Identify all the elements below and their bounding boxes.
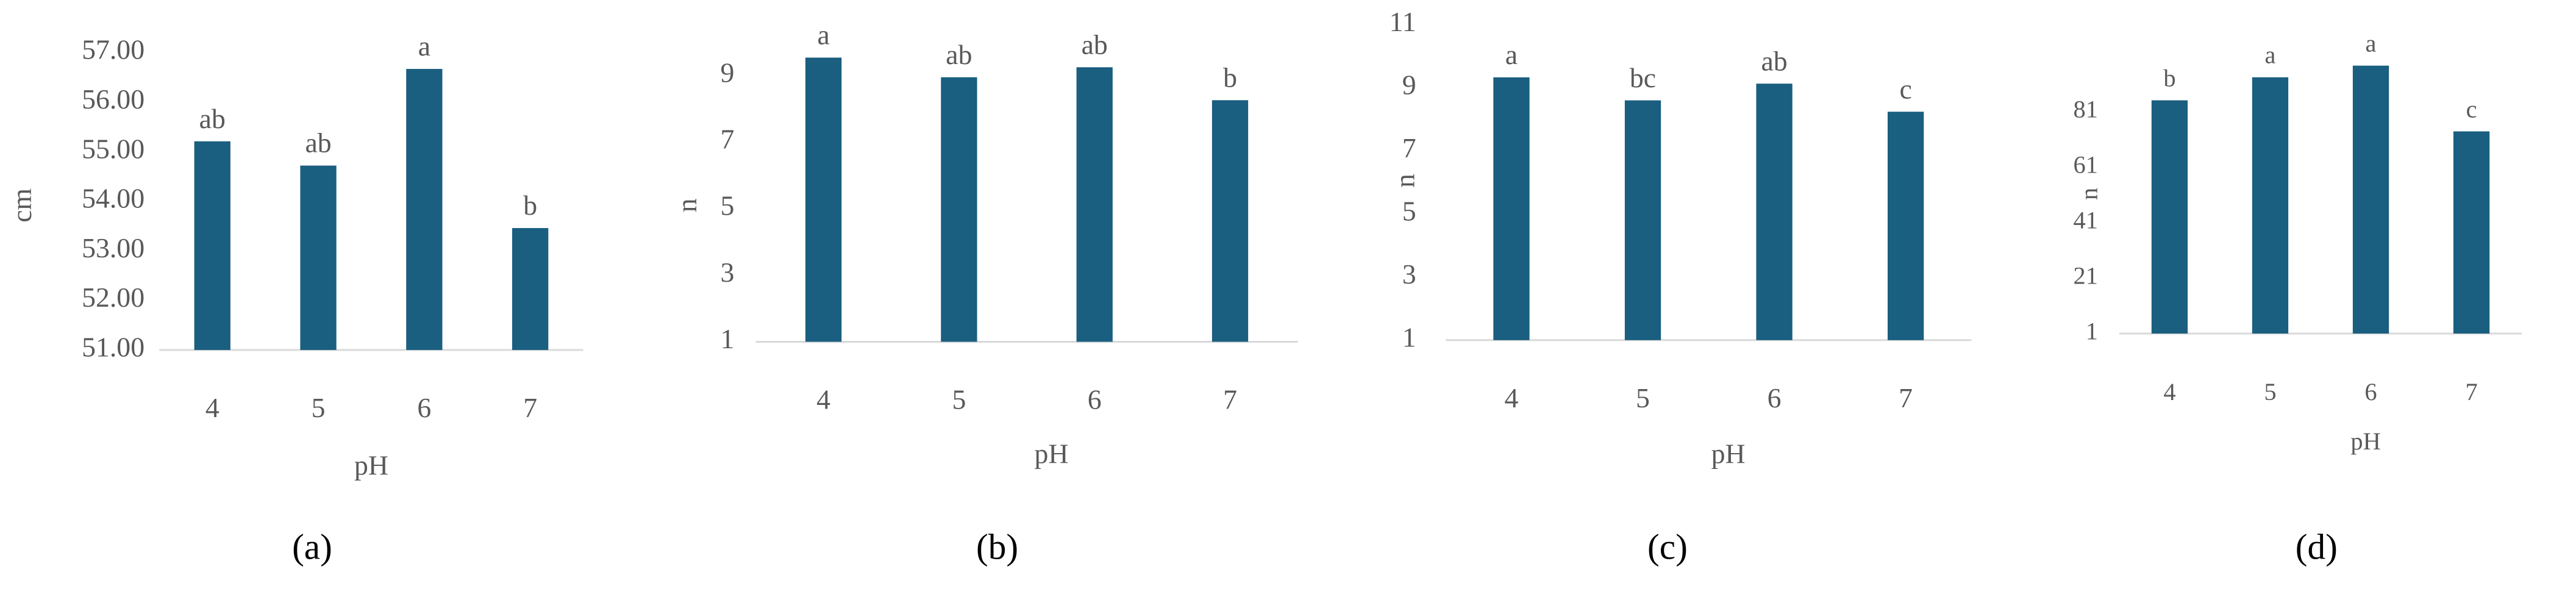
x-tick-label: 6 xyxy=(1088,384,1102,415)
x-tick-label: 5 xyxy=(2264,378,2276,406)
y-tick-label: 41 xyxy=(2073,206,2097,234)
y-tick-label: 3 xyxy=(1402,259,1416,290)
bar xyxy=(2453,131,2490,334)
y-tick-label: 54.00 xyxy=(82,183,144,214)
y-tick-label: 55.00 xyxy=(82,133,144,164)
bar xyxy=(2252,77,2289,334)
x-tick-label: 7 xyxy=(1223,384,1237,415)
bar-annotation: ab xyxy=(946,39,972,70)
panel-label: (c) xyxy=(1647,526,1688,567)
y-tick-label: 21 xyxy=(2073,262,2097,289)
bar-annotation: b xyxy=(523,190,537,221)
y-tick-label: 3 xyxy=(721,257,735,288)
x-axis-label: pH xyxy=(2350,427,2380,455)
bar xyxy=(194,141,230,350)
bar-annotation: b xyxy=(1223,62,1237,93)
bar xyxy=(512,227,549,350)
y-tick-label: 1 xyxy=(2086,317,2098,345)
y-tick-label: 7 xyxy=(1402,132,1416,163)
y-axis-label: n xyxy=(1390,174,1421,188)
y-tick-label: 52.00 xyxy=(82,282,144,313)
y-tick-label: 9 xyxy=(1402,69,1416,100)
x-tick-label: 7 xyxy=(523,392,537,423)
bar-annotation: a xyxy=(2265,41,2276,69)
y-axis-label: n xyxy=(671,198,702,212)
bar xyxy=(300,165,337,350)
x-tick-label: 4 xyxy=(2163,378,2175,406)
bar xyxy=(1887,112,1924,340)
x-tick-label: 6 xyxy=(417,392,431,423)
y-tick-label: 56.00 xyxy=(82,84,144,115)
y-tick-label: 53.00 xyxy=(82,232,144,263)
bar xyxy=(1211,100,1249,342)
bar-annotation: c xyxy=(2466,95,2477,123)
bar xyxy=(1493,77,1530,340)
bar xyxy=(2352,65,2389,334)
panel-label: (b) xyxy=(976,526,1018,567)
x-tick-label: 5 xyxy=(312,392,326,423)
y-tick-label: 81 xyxy=(2073,95,2097,123)
x-axis-label: pH xyxy=(354,449,388,481)
bar-annotation: ab xyxy=(199,103,226,134)
bar-annotation: c xyxy=(1899,73,1911,104)
y-tick-label: 1 xyxy=(1402,321,1416,352)
x-tick-label: 4 xyxy=(816,384,830,415)
bar xyxy=(805,57,842,342)
y-tick-label: 11 xyxy=(1390,6,1416,37)
y-tick-label: 5 xyxy=(1402,195,1416,226)
y-tick-label: 7 xyxy=(721,124,735,155)
x-tick-label: 5 xyxy=(1636,382,1650,413)
x-tick-label: 6 xyxy=(2364,378,2377,406)
bar xyxy=(1756,84,1793,340)
y-axis-label: n xyxy=(2075,188,2102,200)
bar-annotation: ab xyxy=(305,127,331,159)
bar-annotation: ab xyxy=(1082,29,1108,60)
x-tick-label: 4 xyxy=(205,392,219,423)
x-tick-label: 7 xyxy=(2465,378,2477,406)
bar-annotation: a xyxy=(817,20,829,51)
bar-annotation: ab xyxy=(1761,45,1787,76)
x-tick-label: 4 xyxy=(1505,382,1519,413)
x-tick-label: 7 xyxy=(1899,382,1913,413)
panel-label: (d) xyxy=(2296,526,2338,567)
x-tick-label: 6 xyxy=(1768,382,1782,413)
bar xyxy=(1076,67,1113,342)
x-axis-label: pH xyxy=(1034,438,1068,470)
y-tick-label: 51.00 xyxy=(82,331,144,362)
y-tick-label: 9 xyxy=(721,57,735,88)
bar xyxy=(941,77,977,342)
panel-label: (a) xyxy=(292,526,332,567)
bar-annotation: a xyxy=(2366,30,2377,57)
bar xyxy=(406,69,443,350)
bar xyxy=(1624,100,1661,340)
x-tick-label: 5 xyxy=(952,384,966,415)
bar-annotation: a xyxy=(1505,39,1518,70)
bar xyxy=(2151,100,2188,334)
y-axis-label: cm xyxy=(6,188,37,223)
y-tick-label: 57.00 xyxy=(82,34,144,65)
x-axis-label: pH xyxy=(1711,438,1746,470)
y-tick-label: 1 xyxy=(721,323,735,354)
bar-annotation: a xyxy=(418,30,430,62)
y-tick-label: 61 xyxy=(2073,151,2097,178)
bar-annotation: b xyxy=(2163,64,2175,91)
bar-annotation: bc xyxy=(1630,62,1656,93)
y-tick-label: 5 xyxy=(721,190,735,221)
